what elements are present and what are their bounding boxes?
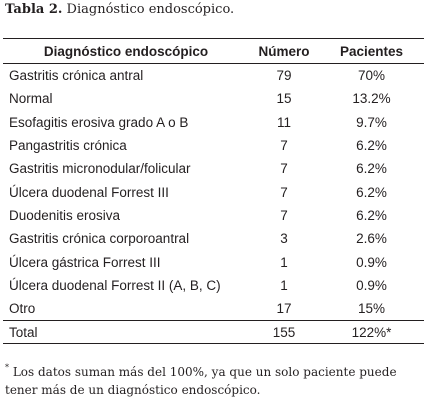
table-row: Úlcera duodenal Forrest II (A, B, C) 1 0.9… — [3, 274, 424, 297]
cell-patients: 6.2% — [356, 207, 387, 223]
cell-diagnosis: Duodenitis erosiva — [9, 207, 121, 223]
cell-number: 11 — [276, 114, 291, 130]
cell-patients: 0.9% — [356, 254, 387, 270]
cell-diagnosis: Úlcera duodenal Forrest II (A, B, C) — [9, 277, 221, 293]
diagnosis-table: Diagnóstico endoscópico Número Pacientes… — [3, 38, 424, 345]
table-row: Otro 17 15% — [3, 297, 424, 321]
header-row: Diagnóstico endoscópico Número Pacientes — [3, 38, 424, 64]
cell-patients: 6.2% — [356, 161, 387, 177]
footnote-text: Los datos suman más del 100%, ya que un … — [5, 365, 397, 397]
cell-number: 17 — [276, 301, 292, 317]
table-row: Úlcera gástrica Forrest III 1 0.9% — [3, 250, 424, 273]
footnote-marker: * — [5, 363, 9, 372]
cell-number: 15 — [276, 91, 292, 107]
cell-number: 7 — [280, 161, 288, 177]
table-row: Gastritis micronodular/folicular 7 6.2% — [3, 157, 424, 180]
cell-number: 7 — [280, 184, 288, 200]
total-row: Total 155 122%* — [3, 320, 424, 345]
cell-patients: 15% — [357, 301, 386, 317]
footnote: * Los datos suman más del 100%, ya que u… — [5, 363, 425, 399]
cell-number: 79 — [276, 68, 292, 84]
column-header-number: Número — [249, 38, 319, 64]
table-row: Duodenitis erosiva 7 6.2% — [3, 204, 424, 227]
cell-diagnosis: Normal — [9, 91, 53, 107]
cell-number: 7 — [280, 207, 288, 223]
cell-patients: 2.6% — [356, 231, 387, 247]
total-cell-number: 155 — [249, 320, 319, 345]
cell-number: 1 — [280, 277, 288, 293]
cell-diagnosis: Otro — [9, 301, 36, 317]
column-header-patients: Pacientes — [319, 38, 424, 64]
cell-diagnosis: Úlcera gástrica Forrest III — [9, 254, 161, 270]
cell-diagnosis: Gastritis crónica antral — [9, 68, 144, 84]
table-row: Úlcera duodenal Forrest III 7 6.2% — [3, 180, 424, 203]
table-row: Gastritis crónica antral 79 70% — [3, 64, 424, 88]
cell-diagnosis: Úlcera duodenal Forrest III — [9, 184, 169, 200]
cell-diagnosis: Esofagitis erosiva grado A o B — [9, 114, 189, 130]
cell-patients: 13.2% — [352, 91, 391, 107]
cell-diagnosis: Gastritis micronodular/folicular — [9, 161, 191, 177]
table-number: Tabla 2. — [5, 2, 63, 17]
total-cell-patients: 122%* — [319, 320, 424, 345]
column-header-diagnosis: Diagnóstico endoscópico — [3, 38, 249, 64]
cell-patients: 6.2% — [356, 184, 387, 200]
cell-patients: 0.9% — [356, 277, 387, 293]
cell-number: 3 — [280, 231, 288, 247]
cell-patients: 6.2% — [356, 138, 387, 154]
cell-number: 7 — [280, 138, 288, 154]
cell-patients: 70% — [357, 68, 386, 84]
total-cell-diagnosis: Total — [3, 320, 249, 345]
table-row: Gastritis crónica corporoantral 3 2.6% — [3, 227, 424, 250]
table-row: Pangastritis crónica 7 6.2% — [3, 134, 424, 157]
cell-diagnosis: Gastritis crónica corporoantral — [9, 231, 190, 247]
table-caption: Tabla 2. Diagnóstico endoscópico. — [5, 1, 234, 19]
cell-number: 1 — [280, 254, 288, 270]
cell-patients: 9.7% — [356, 114, 387, 130]
cell-diagnosis: Pangastritis crónica — [9, 138, 127, 154]
table-row: Esofagitis erosiva grado A o B 11 9.7% — [3, 111, 424, 134]
table-row: Normal 15 13.2% — [3, 87, 424, 110]
table-title: Diagnóstico endoscópico. — [66, 2, 235, 17]
